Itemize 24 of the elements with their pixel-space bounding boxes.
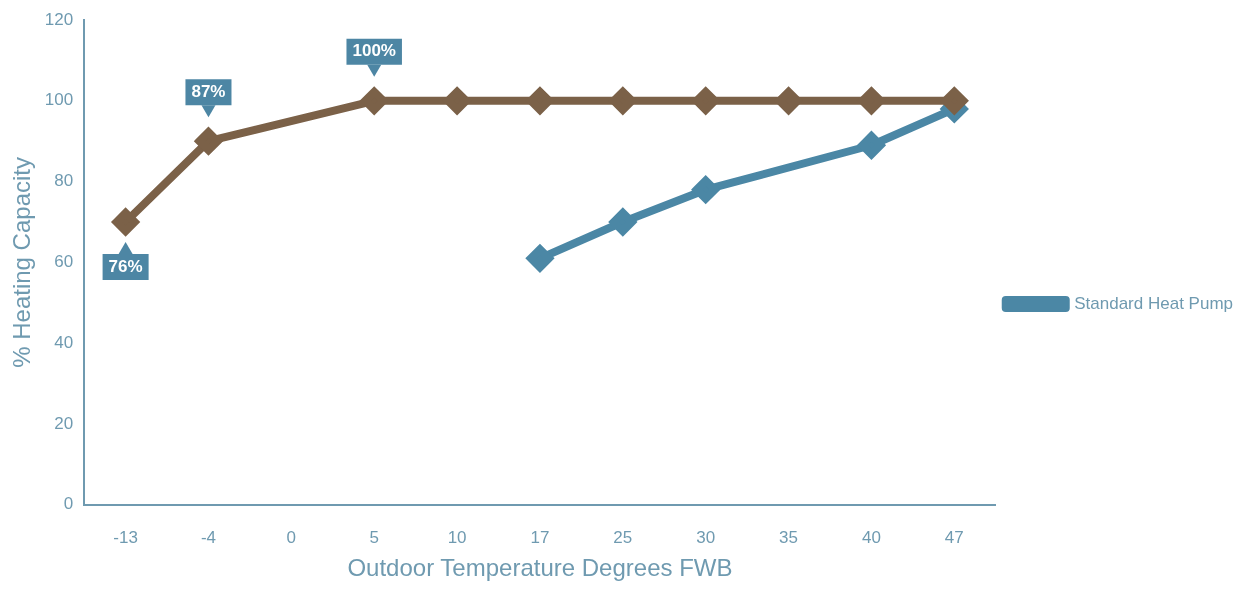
y-tick-label: 0 <box>63 494 74 514</box>
x-tick-label: -4 <box>200 527 217 547</box>
y-tick-label: 60 <box>54 252 74 272</box>
x-tick-label: 17 <box>530 527 550 547</box>
y-tick-label: 40 <box>54 332 74 352</box>
x-tick-label: 40 <box>861 527 881 547</box>
x-tick-label: 0 <box>286 527 297 547</box>
y-tick-label: 20 <box>54 413 74 433</box>
x-axis-title: Outdoor Temperature Degrees FWB <box>347 554 733 582</box>
x-tick-label: 30 <box>696 527 716 547</box>
y-tick-label: 120 <box>44 9 74 29</box>
annotation: 76% <box>108 256 143 276</box>
legend-label: Standard Heat Pump <box>1074 293 1233 313</box>
annotation: 87% <box>191 81 226 101</box>
y-tick-label: 80 <box>54 171 74 191</box>
x-tick-label: 25 <box>613 527 633 547</box>
annotation: 100% <box>352 41 396 61</box>
x-tick-label: 47 <box>944 527 964 547</box>
y-axis-title: % Heating Capacity <box>8 157 36 368</box>
x-tick-label: 10 <box>447 527 467 547</box>
x-tick-label: -13 <box>113 527 138 547</box>
y-tick-label: 100 <box>44 90 74 110</box>
x-tick-label: 5 <box>369 527 379 547</box>
x-tick-label: 35 <box>779 527 799 547</box>
